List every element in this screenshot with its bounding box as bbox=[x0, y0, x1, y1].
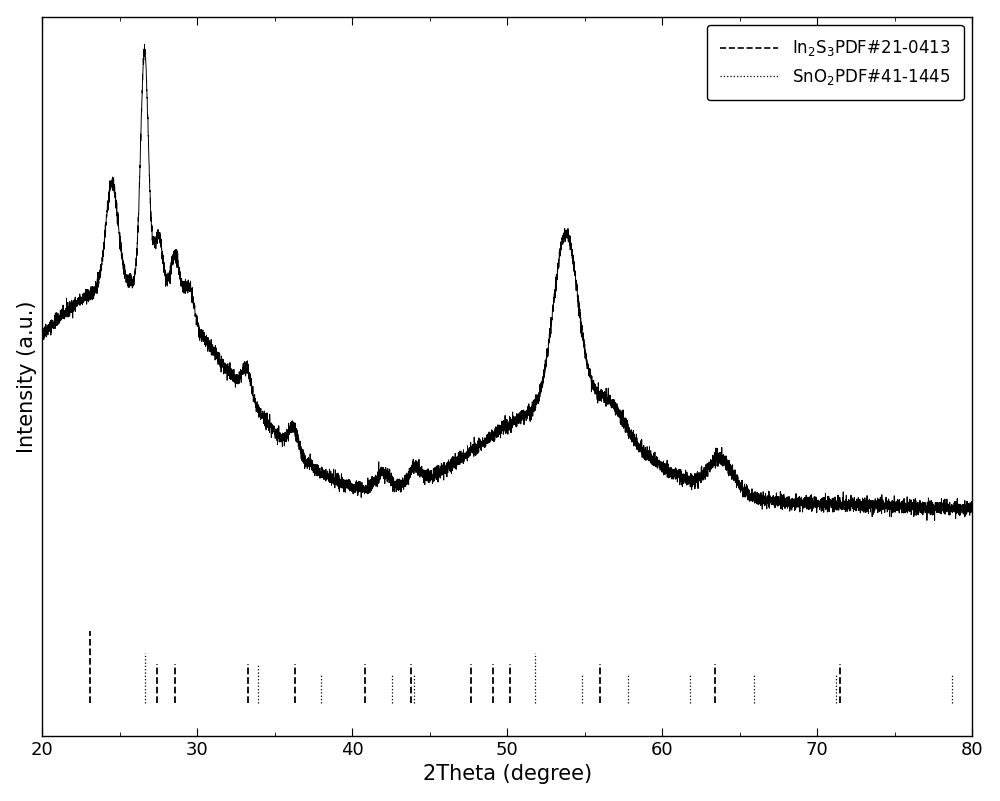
Y-axis label: Intensity (a.u.): Intensity (a.u.) bbox=[17, 300, 37, 453]
X-axis label: 2Theta (degree): 2Theta (degree) bbox=[423, 764, 592, 784]
Legend: In$_2$S$_3$PDF#21-0413, SnO$_2$PDF#41-1445: In$_2$S$_3$PDF#21-0413, SnO$_2$PDF#41-14… bbox=[707, 25, 964, 100]
